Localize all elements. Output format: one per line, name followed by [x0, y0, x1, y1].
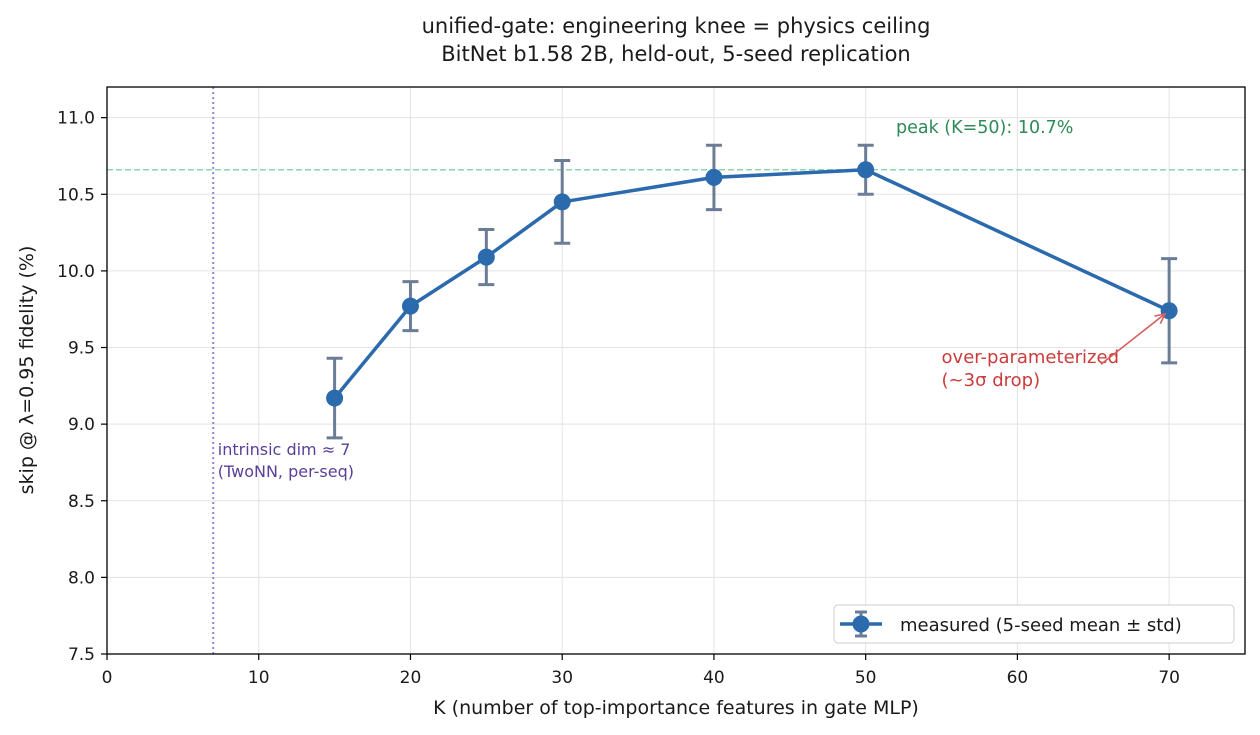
x-tick-label: 20: [400, 668, 422, 688]
x-axis-label: K (number of top-importance features in …: [433, 697, 919, 719]
data-point: [705, 168, 723, 186]
data-point: [401, 297, 419, 315]
intrinsic-dim-annotation: (TwoNN, per-seq): [218, 462, 354, 481]
over-param-arrow: [1100, 313, 1166, 365]
x-tick-label: 40: [703, 668, 725, 688]
peak-annotation: peak (K=50): 10.7%: [896, 118, 1073, 138]
data-point: [857, 161, 875, 179]
legend-marker: [852, 615, 870, 633]
data-point: [477, 248, 495, 266]
y-tick-label: 9.5: [68, 339, 95, 359]
data-point: [553, 193, 571, 211]
x-tick-label: 70: [1158, 668, 1180, 688]
y-tick-label: 10.0: [57, 262, 95, 282]
y-tick-label: 8.0: [68, 568, 95, 588]
y-tick-label: 10.5: [57, 185, 95, 205]
legend[interactable]: measured (5-seed mean ± std): [833, 604, 1235, 644]
x-tick-label: 30: [551, 668, 573, 688]
plot-frame: [106, 86, 1246, 655]
intrinsic-dim-annotation: intrinsic dim ≈ 7: [218, 440, 351, 459]
over-param-annotation: (~3σ drop): [942, 370, 1041, 391]
series-measured: [326, 143, 1178, 440]
y-axis-label: skip @ λ=0.95 fidelity (%): [16, 246, 38, 495]
reference-lines: [107, 87, 1245, 654]
x-tick-label: 10: [248, 668, 270, 688]
x-tick-label: 50: [855, 668, 877, 688]
over-param-arrowhead: [1154, 312, 1167, 324]
chart-title-line-1: unified-gate: engineering knee = physics…: [422, 14, 931, 38]
y-tick-label: 7.5: [68, 645, 95, 665]
legend-box: [833, 604, 1235, 644]
data-point: [326, 389, 344, 407]
axis-ticks: 0 10 20 30 40 50 60 70 7.5 8.0 8.5 9.0 9.5 10.0 10.5 11…: [57, 109, 1180, 688]
x-tick-label: 60: [1007, 668, 1029, 688]
annotations: peak (K=50): 10.7% intrinsic dim ≈ 7 (TwoN…: [218, 118, 1167, 481]
x-tick-label: 0: [102, 668, 113, 688]
chart-title-line-2: BitNet b1.58 2B, held-out, 5-seed replic…: [441, 42, 910, 66]
y-tick-label: 11.0: [57, 109, 95, 129]
over-param-annotation: over-parameterized: [942, 347, 1119, 368]
y-tick-label: 9.0: [68, 415, 95, 435]
legend-label: measured (5-seed mean ± std): [900, 615, 1182, 636]
y-tick-label: 8.5: [68, 492, 95, 512]
